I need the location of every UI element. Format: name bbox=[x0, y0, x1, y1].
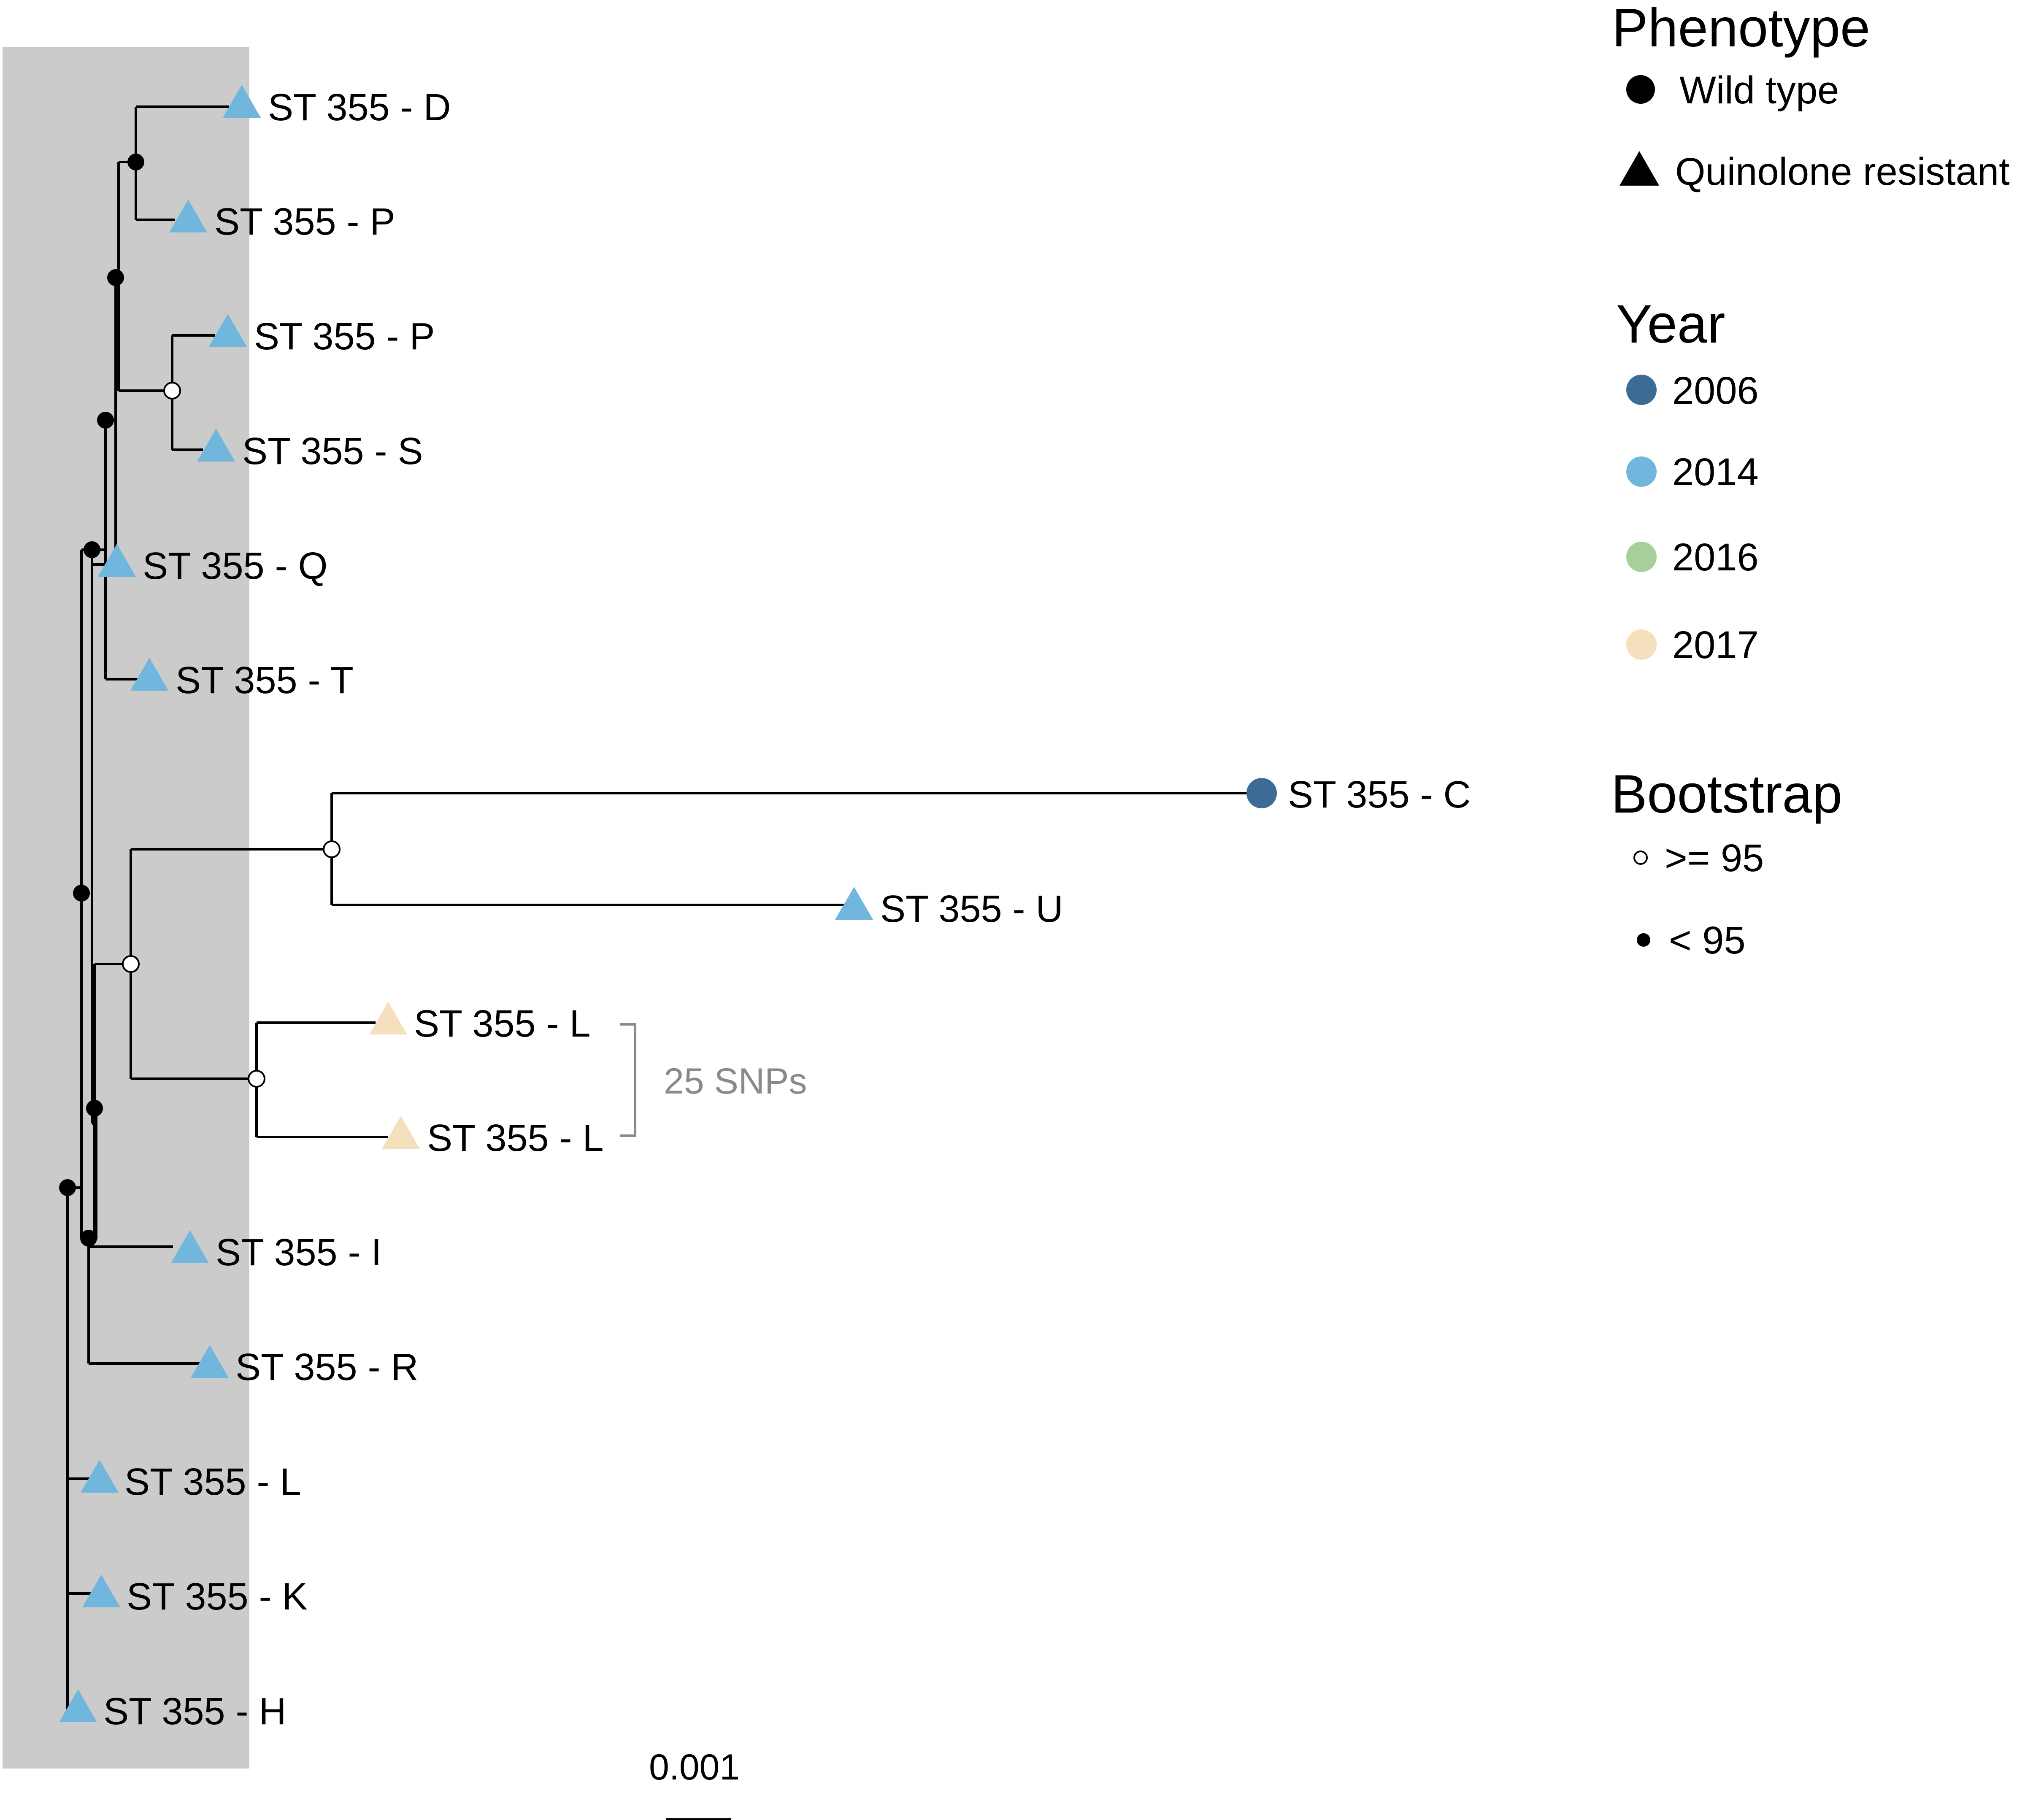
tip-label: ST 355 - U bbox=[880, 888, 1063, 930]
tip-symbol bbox=[382, 1116, 420, 1149]
legend-year-swatch bbox=[1626, 375, 1657, 405]
tip-symbol bbox=[223, 85, 261, 118]
legend-year-title: Year bbox=[1616, 294, 1725, 354]
tip-symbol bbox=[171, 1230, 209, 1263]
tip-symbol bbox=[130, 658, 168, 691]
legend-bootstrap-label: < 95 bbox=[1669, 919, 1746, 962]
legend-year-label: 2014 bbox=[1672, 451, 1759, 494]
tip-label: ST 355 - L bbox=[414, 1003, 591, 1045]
circle-icon bbox=[1626, 75, 1655, 104]
tip-labels: ST 355 - D ST 355 - P ST 355 - P ST 355 … bbox=[103, 86, 1471, 1733]
tip-symbol bbox=[59, 1689, 97, 1722]
tip-symbol bbox=[98, 544, 136, 577]
snp-annotation: 25 SNPs bbox=[620, 1023, 807, 1137]
tip-symbol bbox=[369, 1002, 407, 1034]
tip-label: ST 355 - P bbox=[214, 201, 395, 243]
tip-symbol bbox=[169, 200, 207, 232]
tip-label: ST 355 - L bbox=[124, 1461, 301, 1503]
tip-symbol bbox=[191, 1345, 229, 1378]
legend-year-swatch bbox=[1626, 542, 1657, 572]
tip-label: ST 355 - Q bbox=[143, 545, 328, 587]
legend-year-swatch bbox=[1626, 629, 1657, 660]
legend-year-label: 2016 bbox=[1672, 536, 1759, 579]
tip-symbol bbox=[81, 1460, 119, 1493]
bootstrap-node-high bbox=[323, 840, 341, 858]
tip-label: ST 355 - K bbox=[127, 1576, 308, 1618]
tip-symbol bbox=[197, 429, 235, 462]
tip-label: ST 355 - P bbox=[254, 316, 435, 358]
legend-bootstrap-title: Bootstrap bbox=[1611, 764, 1842, 824]
tip-label: ST 355 - D bbox=[268, 86, 451, 129]
legend-phenotype: Phenotype Wild type Quinolone resistant bbox=[1612, 0, 2010, 193]
scale-bar: 0.001 bbox=[649, 1747, 740, 1820]
tip-label: ST 355 - T bbox=[176, 659, 354, 702]
bootstrap-node-low bbox=[107, 269, 124, 286]
bootstrap-node-low bbox=[73, 885, 90, 902]
bootstrap-node-high bbox=[248, 1070, 265, 1088]
bootstrap-node-high bbox=[163, 382, 181, 400]
legend-bootstrap-open-icon bbox=[1633, 851, 1648, 865]
legend-phenotype-label: Quinolone resistant bbox=[1675, 150, 2010, 193]
legend-phenotype-title: Phenotype bbox=[1612, 0, 1870, 58]
bootstrap-node-low bbox=[59, 1179, 76, 1196]
bootstrap-markers bbox=[59, 154, 341, 1247]
tip-label: ST 355 - H bbox=[103, 1690, 287, 1733]
snp-label: 25 SNPs bbox=[664, 1061, 807, 1102]
snp-bracket bbox=[620, 1023, 636, 1137]
tip-label: ST 355 - I bbox=[216, 1231, 382, 1274]
bootstrap-node-high bbox=[122, 955, 140, 973]
tip-symbol bbox=[835, 887, 873, 920]
bootstrap-node-low bbox=[127, 154, 144, 170]
bootstrap-node-low bbox=[80, 1230, 97, 1247]
tip-symbol bbox=[209, 314, 247, 347]
scale-bar-label: 0.001 bbox=[649, 1747, 740, 1788]
tip-label: ST 355 - C bbox=[1288, 774, 1471, 816]
legend-year-label: 2006 bbox=[1672, 369, 1759, 412]
triangle-icon bbox=[1619, 151, 1659, 186]
bootstrap-node-low bbox=[97, 412, 114, 429]
legend-year-label: 2017 bbox=[1672, 624, 1759, 667]
tip-label: ST 355 - S bbox=[242, 430, 423, 473]
legend-bootstrap-label: >= 95 bbox=[1665, 837, 1764, 880]
tip-symbol bbox=[1246, 778, 1277, 808]
clade-highlight bbox=[3, 47, 249, 1769]
tip-symbol bbox=[82, 1574, 120, 1607]
legend-year-swatch bbox=[1626, 456, 1657, 487]
tip-label: ST 355 - R bbox=[235, 1346, 419, 1388]
legend-bootstrap: Bootstrap >= 95 < 95 bbox=[1611, 764, 1842, 962]
legend-phenotype-label: Wild type bbox=[1679, 69, 1839, 112]
tip-label: ST 355 - L bbox=[427, 1117, 604, 1159]
legend-year: Year 2006 2014 2016 2017 bbox=[1616, 294, 1759, 667]
bootstrap-node-low bbox=[84, 541, 100, 558]
bootstrap-node-low bbox=[86, 1100, 103, 1117]
legend-bootstrap-filled-icon bbox=[1637, 933, 1650, 947]
tip-symbols bbox=[59, 85, 1277, 1722]
